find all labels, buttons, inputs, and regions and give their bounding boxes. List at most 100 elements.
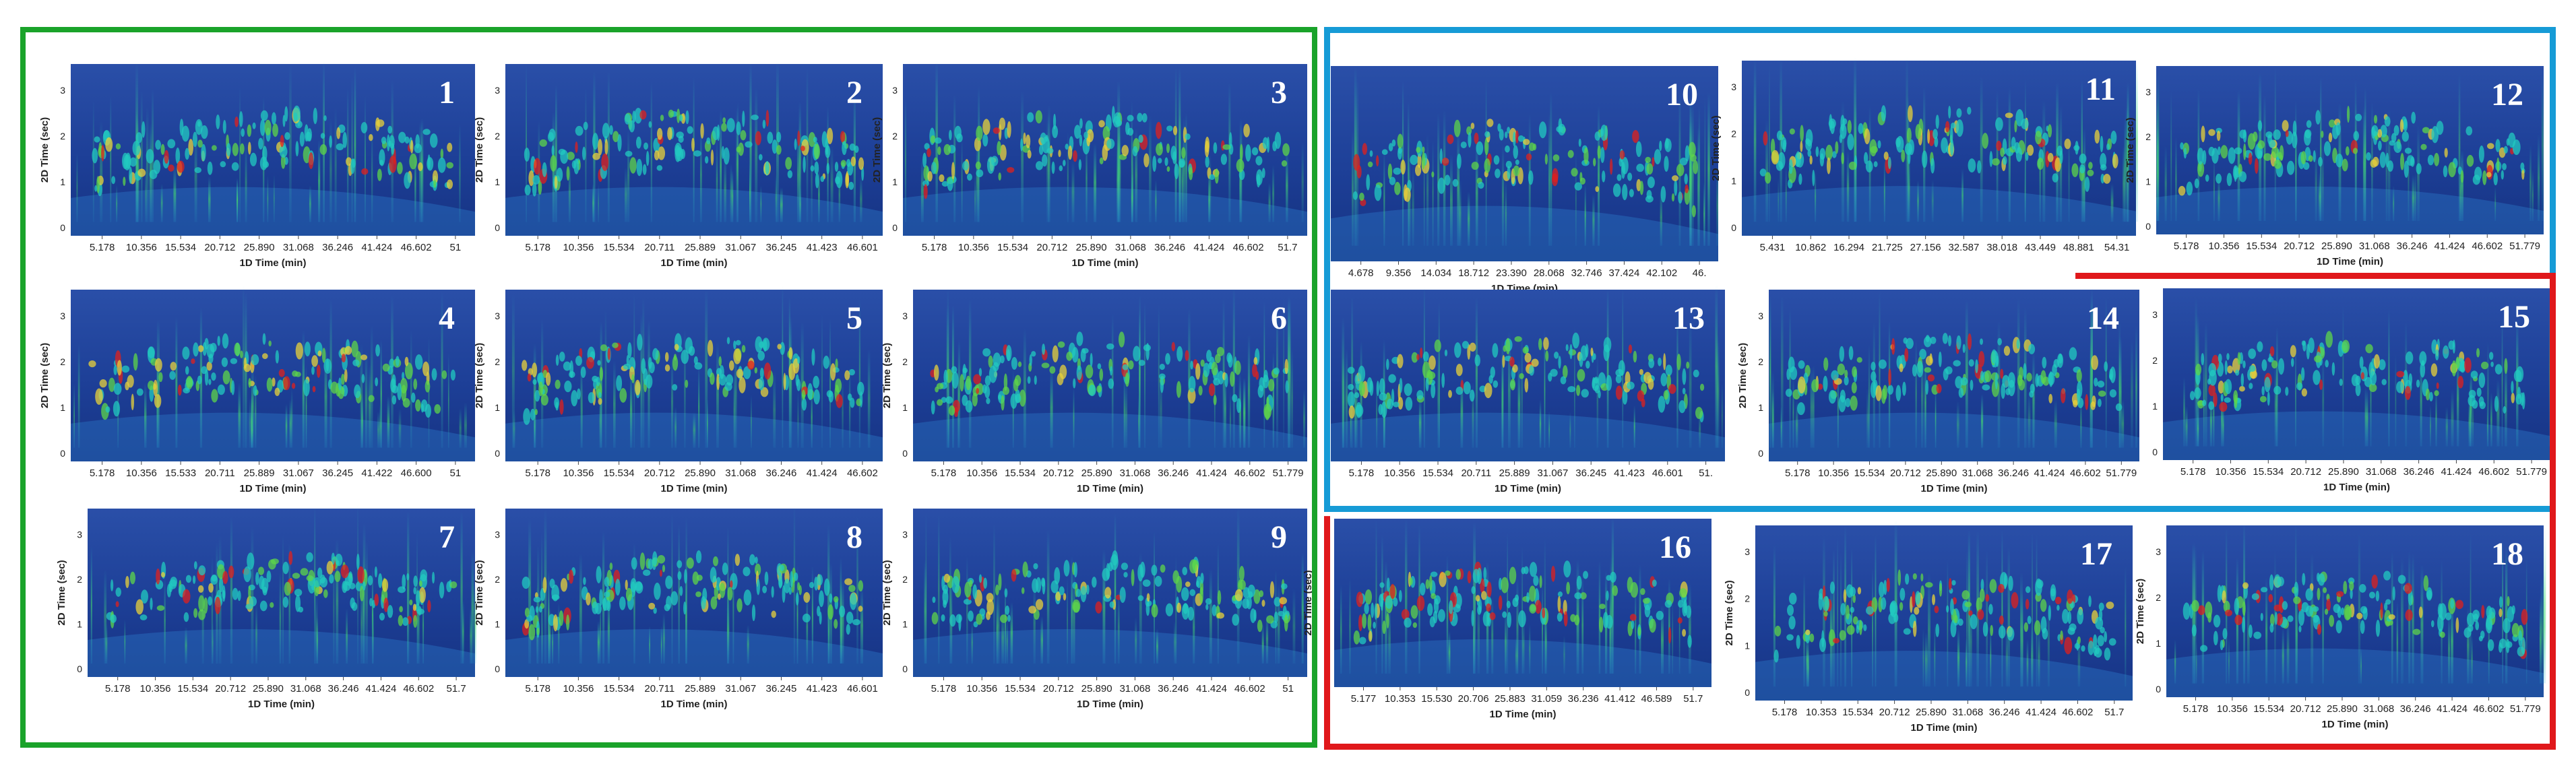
- y-tick-label: 3: [77, 529, 82, 540]
- peak-spot: [1181, 603, 1189, 620]
- peak-spot: [1658, 395, 1666, 413]
- baseline-band: [71, 412, 475, 461]
- peak-spot: [722, 562, 728, 575]
- peak-spot: [1629, 614, 1637, 621]
- peak-spot: [185, 575, 192, 583]
- x-tick-label: 25.890: [1076, 242, 1107, 253]
- signal-streak: [613, 360, 616, 448]
- peak-spot: [402, 397, 410, 408]
- peak-spot: [398, 614, 404, 626]
- peak-spot: [2052, 364, 2057, 377]
- x-tick-label: 41.424: [2437, 703, 2468, 715]
- peak-spot: [1452, 179, 1459, 187]
- chromatogram-panel-13: 13 5.178 10.356 15.534 20.711 25.889 31.067 36.…: [1284, 284, 1725, 498]
- peak-spot: [1845, 397, 1851, 408]
- peak-spot: [1428, 355, 1436, 370]
- peak-spot: [1664, 138, 1672, 152]
- peak-spot: [1252, 364, 1257, 378]
- signal-streak: [1691, 101, 1694, 246]
- peak-spot: [2084, 176, 2090, 192]
- peak-spot: [2087, 169, 2094, 176]
- signal-streak: [1437, 112, 1440, 246]
- peak-spot: [1646, 163, 1654, 175]
- peak-spot: [2335, 620, 2342, 634]
- peak-spot: [1811, 379, 1819, 393]
- peak-spot: [1798, 173, 1802, 185]
- peak-spot: [2069, 347, 2077, 360]
- signal-streak: [1931, 179, 1934, 222]
- signal-streak: [811, 137, 813, 222]
- peak-spot: [1003, 373, 1008, 391]
- peak-spot: [1964, 602, 1972, 608]
- peak-spot: [1524, 352, 1532, 363]
- peak-spot: [217, 335, 220, 346]
- y-tick-label: 1: [60, 402, 65, 413]
- peak-spot: [1805, 629, 1811, 636]
- peak-spot: [154, 394, 162, 408]
- signal-streak: [579, 554, 582, 664]
- peak-spot: [2341, 607, 2345, 616]
- peak-spot: [529, 605, 535, 621]
- signal-streak: [1840, 552, 1842, 687]
- peak-spot: [1945, 366, 1953, 375]
- signal-streak: [2322, 354, 2325, 447]
- signal-streak: [211, 556, 214, 664]
- chromatogram-panel-8: 8 5.178 10.356 15.534 20.711 25.889 31.067 36.2…: [458, 505, 883, 714]
- x-tick-label: 25.890: [685, 467, 716, 479]
- signal-streak: [2322, 575, 2324, 684]
- peak-spot: [948, 129, 952, 141]
- peak-spot: [677, 108, 681, 123]
- signal-streak: [1118, 122, 1121, 222]
- signal-streak: [354, 67, 356, 222]
- peak-spot: [968, 610, 974, 622]
- signal-streak: [1149, 115, 1152, 222]
- peak-spot: [617, 134, 622, 152]
- peak-spot: [1889, 600, 1898, 618]
- peak-spot: [294, 371, 301, 377]
- peak-spot: [1019, 389, 1026, 407]
- peak-spot: [1078, 159, 1081, 170]
- peak-spot: [2234, 614, 2242, 626]
- peak-spot: [1919, 348, 1927, 360]
- peak-spot: [367, 575, 373, 586]
- peak-spot: [418, 162, 423, 172]
- peak-spot: [1368, 630, 1373, 642]
- signal-streak: [1947, 560, 1949, 687]
- peak-spot: [1652, 579, 1657, 587]
- signal-streak: [548, 570, 550, 664]
- peak-spot: [1490, 366, 1495, 379]
- peak-spot: [1493, 155, 1500, 165]
- peak-spot: [1658, 357, 1662, 366]
- peak-spot: [1822, 595, 1830, 612]
- chromatogram-svg-4: 45.178 10.356 15.533 20.711 25.889 31.067 36.2…: [39, 285, 475, 494]
- peak-spot: [2240, 373, 2244, 387]
- peak-spot: [1416, 595, 1425, 611]
- signal-streak: [2195, 641, 2197, 684]
- peak-spot: [1469, 389, 1475, 402]
- signal-streak: [1879, 291, 1881, 448]
- baseline-band: [913, 412, 1307, 461]
- peak-spot: [1160, 377, 1164, 393]
- signal-streak: [1175, 556, 1177, 664]
- peak-spot: [1951, 580, 1956, 586]
- peak-spot: [2106, 143, 2110, 150]
- peak-spot: [1049, 366, 1056, 374]
- peak-spot: [545, 372, 551, 386]
- peak-spot: [1970, 614, 1978, 630]
- peak-spot: [284, 106, 288, 122]
- peak-spot: [2378, 140, 2382, 151]
- baseline-band: [1769, 412, 2139, 461]
- peak-spot: [1619, 150, 1625, 160]
- peak-spot: [2443, 165, 2448, 178]
- signal-streak: [1716, 165, 1718, 246]
- peak-spot: [293, 112, 298, 123]
- peak-spot: [2425, 388, 2430, 401]
- peak-spot: [1506, 600, 1511, 609]
- signal-streak: [1475, 297, 1478, 448]
- signal-streak: [428, 336, 430, 448]
- signal-streak: [282, 534, 284, 664]
- peak-spot: [1590, 348, 1594, 356]
- peak-spot: [1457, 154, 1462, 169]
- peak-spot: [228, 565, 234, 579]
- signal-streak: [1957, 628, 1960, 687]
